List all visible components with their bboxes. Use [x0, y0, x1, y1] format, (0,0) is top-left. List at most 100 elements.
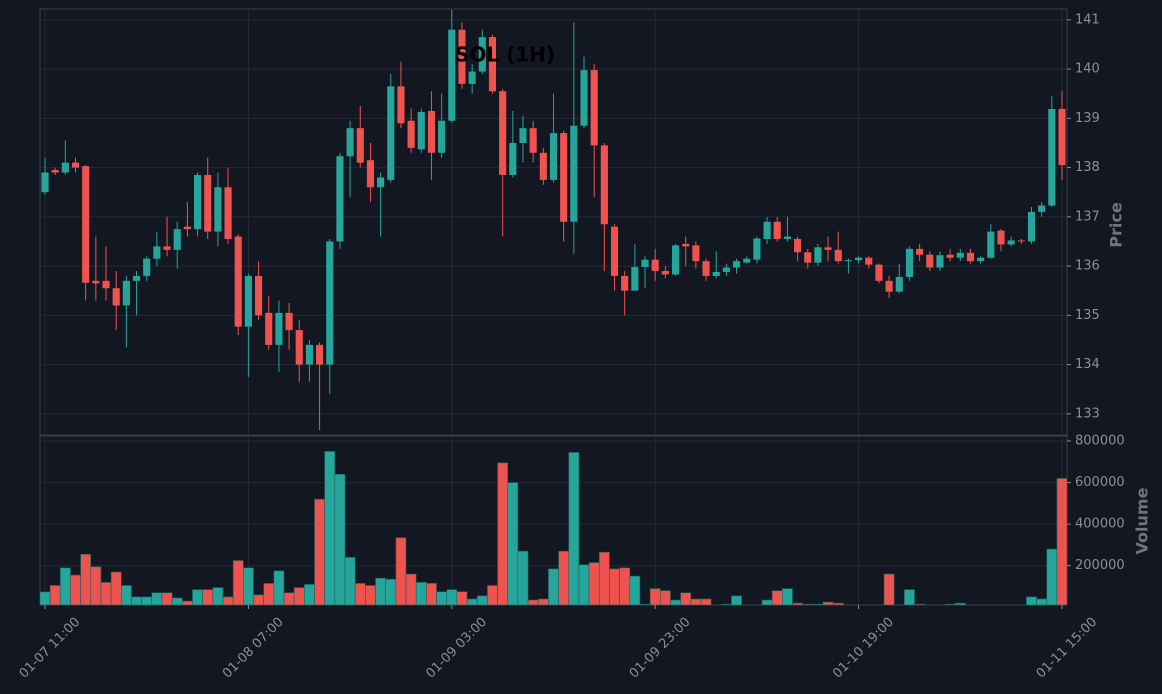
volume-bar	[426, 583, 437, 605]
candle-body	[580, 70, 588, 126]
candle-body	[305, 344, 313, 365]
candle-body	[539, 152, 547, 180]
volume-bar	[314, 498, 325, 605]
candle-body	[244, 275, 252, 327]
volume-bar	[487, 585, 498, 605]
candle-body	[1038, 205, 1046, 212]
candle-body	[193, 174, 202, 230]
candle-body	[61, 162, 69, 173]
candle-body	[499, 91, 507, 175]
candle-body	[265, 312, 273, 345]
candle-body	[1027, 211, 1036, 242]
volume-bar	[324, 451, 336, 605]
volume-bar	[1036, 598, 1048, 605]
candle-body	[865, 257, 873, 265]
candle-body	[51, 170, 59, 173]
candle-body	[346, 128, 354, 157]
volume-bar	[243, 567, 254, 605]
candle-body	[661, 271, 669, 275]
volume-bar	[456, 591, 468, 605]
chart-title: SOL (1H)	[455, 43, 555, 67]
volume-tick-label: 800000	[1075, 433, 1125, 448]
x-tick-label: 01-09 03:00	[423, 615, 490, 682]
candle-body	[794, 238, 802, 253]
volume-bar	[354, 583, 366, 605]
candle-body	[356, 128, 364, 163]
volume-bar	[436, 591, 448, 605]
candle-body	[702, 261, 710, 276]
volume-bar	[517, 550, 529, 605]
candle-body	[275, 312, 283, 345]
volume-bar	[273, 570, 285, 605]
volume-bar	[548, 568, 559, 605]
x-tick-label: 01-10 19:00	[830, 615, 897, 682]
candle-body	[987, 231, 995, 258]
volume-bar	[120, 585, 132, 605]
volume-bar	[40, 591, 51, 605]
candle-body	[834, 249, 842, 262]
plot-layer: 133 134 135 136 137 138 139 140 141 200000 400000 6…	[17, 9, 1125, 681]
candle-body	[682, 243, 690, 247]
volume-bar	[253, 594, 264, 605]
volume-bar	[1056, 478, 1067, 605]
volume-bar	[100, 582, 112, 605]
volume-bar	[161, 592, 173, 605]
volume-bar	[598, 551, 610, 605]
volume-bar	[619, 567, 631, 605]
price-panel	[39, 8, 1068, 436]
volume-bar	[904, 589, 915, 605]
y-tick-label: 136	[1075, 259, 1100, 274]
candle-body	[743, 258, 751, 263]
x-tick-label: 01-08 07:00	[220, 615, 287, 682]
y-axis-label: Price	[1107, 202, 1126, 248]
volume-tick-label: 600000	[1075, 475, 1125, 490]
volume-bar	[537, 598, 549, 605]
volume-bar	[131, 596, 142, 605]
volume-bar	[507, 482, 519, 605]
candle-body	[407, 120, 415, 148]
candle-body	[936, 255, 944, 268]
x-tick-label: 01-09 23:00	[627, 615, 694, 682]
candle-body	[326, 241, 334, 365]
volume-bar	[283, 592, 295, 605]
candle-body	[255, 275, 263, 316]
volume-bar	[639, 603, 651, 605]
candle-body	[722, 267, 730, 272]
volume-bar	[1046, 548, 1058, 605]
volume-bar	[883, 573, 895, 605]
candle-body	[438, 120, 446, 153]
candle-body	[204, 174, 212, 232]
candle-body	[377, 177, 385, 188]
volume-bar	[466, 598, 478, 605]
volume-bar	[670, 599, 681, 605]
candle-body	[895, 276, 903, 292]
candle-body	[875, 264, 883, 281]
candle-body	[946, 254, 954, 258]
candle-body	[692, 245, 700, 262]
candle-body	[916, 248, 924, 255]
y-tick-label: 138	[1075, 160, 1100, 175]
candle-body	[600, 145, 608, 225]
candle-body	[153, 246, 161, 259]
candle-body	[926, 254, 934, 268]
candle-body	[855, 257, 863, 261]
volume-bar	[771, 590, 783, 605]
volume-bar	[49, 585, 61, 605]
candle-body	[712, 271, 720, 276]
candle-body	[621, 275, 629, 291]
candle-body	[560, 133, 568, 222]
volume-bar	[782, 588, 793, 605]
candle-body	[173, 229, 181, 250]
volume-bar	[629, 575, 641, 605]
candle-body	[824, 247, 832, 250]
candle-body	[1048, 108, 1056, 206]
volume-bar	[832, 602, 844, 605]
volume-bar	[609, 568, 620, 605]
volume-bar	[731, 595, 742, 605]
candle-body	[733, 261, 741, 268]
candle-body	[427, 110, 436, 153]
volume-bar	[171, 597, 183, 605]
volume-bar	[202, 589, 214, 605]
volume-bar	[690, 598, 702, 605]
candle-body	[529, 128, 537, 153]
